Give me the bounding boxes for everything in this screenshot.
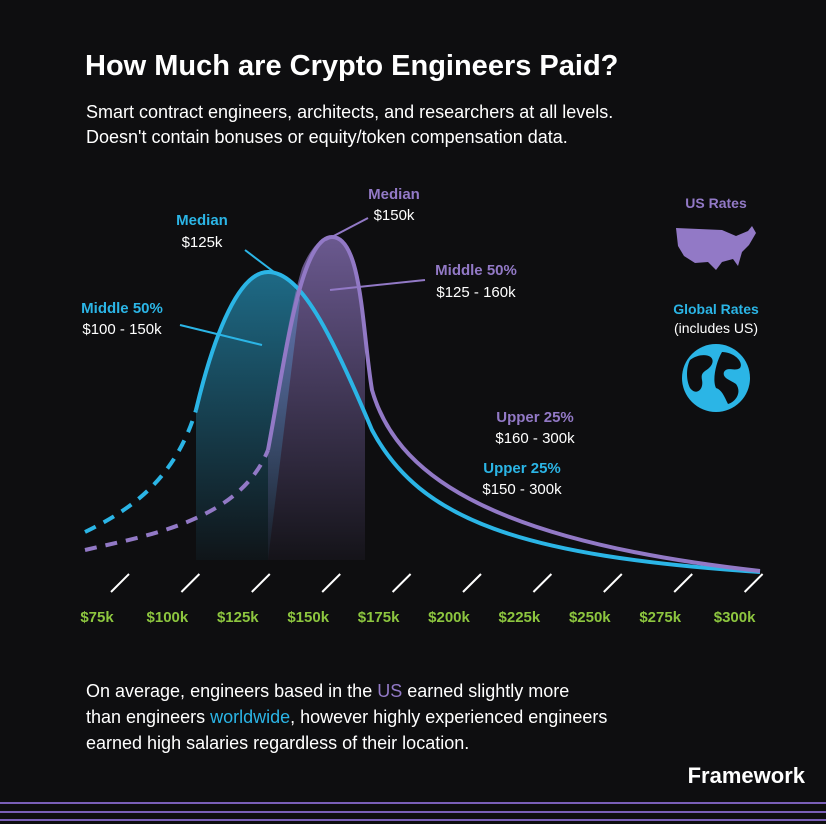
x-tick-label: $125k <box>217 609 259 626</box>
x-tick-label: $100k <box>147 609 189 626</box>
subtitle: Smart contract engineers, architects, an… <box>86 102 613 122</box>
x-axis: $75k $100k $125k $150k $175k $200k $225k $250k $… <box>80 573 764 626</box>
footer-text: , however highly experienced engineers <box>290 707 607 727</box>
axis-slash <box>462 573 482 593</box>
legend-global-note: (includes US) <box>674 320 758 336</box>
axis-slash <box>532 573 553 593</box>
subtitle: Doesn't contain bonuses or equity/token … <box>86 127 568 147</box>
x-tick-label: $225k <box>499 609 541 626</box>
x-tick-label: $275k <box>639 609 681 626</box>
x-tick-label: $150k <box>287 609 329 626</box>
legend-global: Global Rates <box>673 301 759 317</box>
annotation-range: $125 - 160k <box>436 284 516 301</box>
footer-text: earned high salaries regardless of their… <box>86 733 469 753</box>
annotation-label: Middle 50% <box>435 262 517 279</box>
leader-line <box>325 217 369 241</box>
annotation-label: Median <box>368 186 420 203</box>
axis-slash <box>391 573 412 593</box>
annotation-range: $150 - 300k <box>482 481 562 498</box>
annotation-range: $100 - 150k <box>82 321 162 338</box>
leader-line <box>179 324 263 346</box>
footer-line: than engineers worldwide, however highly… <box>86 707 607 727</box>
axis-slash <box>110 573 130 593</box>
axis-slash <box>321 573 341 593</box>
global-curve <box>194 269 761 574</box>
annotation-label: Median <box>176 212 228 229</box>
leader-line <box>244 249 279 276</box>
x-tick-label: $300k <box>714 609 756 626</box>
title: How Much are Crypto Engineers Paid? <box>85 50 618 82</box>
us-curve <box>266 234 761 573</box>
footer-text: earned slightly more <box>402 681 569 701</box>
annotation-label: Middle 50% <box>81 300 163 317</box>
footer-text: than engineers <box>86 707 210 727</box>
us-map-icon <box>676 226 756 270</box>
axis-slash <box>180 573 201 593</box>
legend-us: US Rates <box>685 195 747 211</box>
annotation-label: Upper 25% <box>483 460 561 477</box>
axis-slash <box>743 573 764 593</box>
x-tick-label: $200k <box>428 609 470 626</box>
us-curve-dashed <box>84 449 270 552</box>
x-tick-label: $250k <box>569 609 611 626</box>
annotation-range: $150k <box>374 207 415 224</box>
brand-logo: Framework <box>688 763 806 788</box>
x-tick-label: $175k <box>358 609 400 626</box>
footer-highlight-us: US <box>377 681 402 701</box>
x-tick-label: $75k <box>80 609 114 626</box>
axis-slash <box>673 573 693 593</box>
annotation-label: Upper 25% <box>496 409 574 426</box>
annotation-range: $160 - 300k <box>495 430 575 447</box>
annotation-range: $125k <box>182 234 223 251</box>
footer-highlight-worldwide: worldwide <box>209 707 290 727</box>
footer-text: On average, engineers based in the <box>86 681 377 701</box>
footer-line: On average, engineers based in the US ea… <box>86 681 569 701</box>
footer-line: earned high salaries regardless of their… <box>86 733 469 753</box>
axis-slash <box>603 573 623 593</box>
globe-icon <box>682 344 750 412</box>
axis-slash <box>251 573 271 593</box>
leader-line <box>329 279 426 291</box>
